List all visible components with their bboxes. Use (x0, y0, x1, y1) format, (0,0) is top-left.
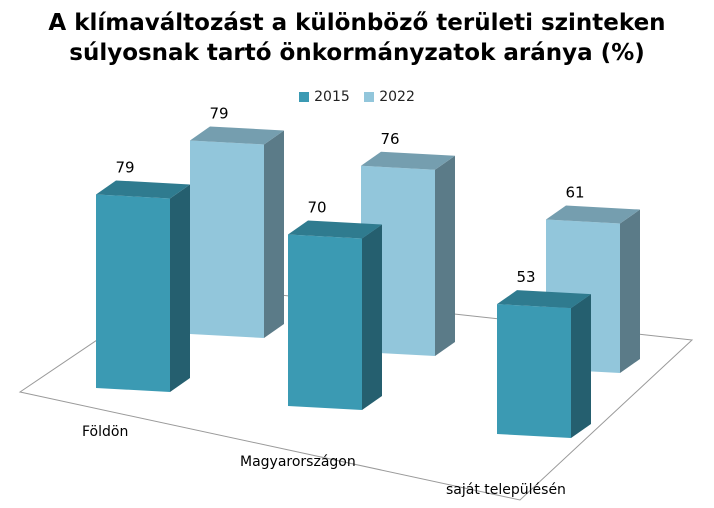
legend-swatch-2022 (364, 92, 375, 102)
chart-title-line-1: A klímaváltozást a különböző területi sz… (48, 10, 666, 36)
bar-top-face (288, 220, 382, 239)
bars-layer: 79 76 61 79 70 53 (96, 104, 640, 438)
bar-top-face (361, 151, 455, 170)
bar-2015-1 (288, 220, 382, 410)
bar-front-face (288, 234, 362, 410)
bar-front-face (96, 194, 170, 392)
bar-side-face (264, 130, 284, 338)
category-labels: Földön Magyarországon saját településén (82, 424, 566, 498)
bar-side-face (362, 224, 382, 410)
bar-top-face (190, 126, 284, 145)
chart-title-line-2: súlyosnak tartó önkormányzatok aránya (%… (69, 40, 645, 66)
bar-top-face (497, 290, 591, 309)
legend-item-2022: 2022 (364, 89, 415, 105)
legend-label-2015: 2015 (314, 89, 350, 105)
bar-side-face (435, 155, 455, 356)
category-label-2: saját településén (446, 482, 566, 498)
bar-2022-0 (190, 126, 284, 338)
data-label-2015-2: 53 (516, 268, 535, 286)
data-label-2015-0: 79 (115, 158, 134, 176)
bar-top-face (96, 180, 190, 199)
bar-front-face (497, 304, 571, 438)
legend-item-2015: 2015 (299, 89, 350, 105)
bar-side-face (571, 294, 591, 438)
data-label-2022-2: 61 (565, 184, 584, 202)
legend: 2015 2022 (0, 89, 714, 106)
category-label-0: Földön (82, 424, 128, 440)
data-label-2015-1: 70 (307, 199, 326, 217)
chart-title: A klímaváltozást a különböző területi sz… (0, 8, 714, 68)
data-label-2022-1: 76 (380, 130, 399, 148)
bar-2015-0 (96, 180, 190, 392)
bar-side-face (170, 184, 190, 392)
category-label-1: Magyarországon (240, 454, 356, 470)
bar-front-face (190, 140, 264, 338)
legend-label-2022: 2022 (379, 89, 415, 105)
data-label-2022-0: 79 (209, 104, 228, 122)
bar-side-face (620, 209, 640, 373)
legend-swatch-2015 (299, 92, 310, 102)
bar-2015-2 (497, 290, 591, 438)
bar-top-face (546, 205, 640, 224)
